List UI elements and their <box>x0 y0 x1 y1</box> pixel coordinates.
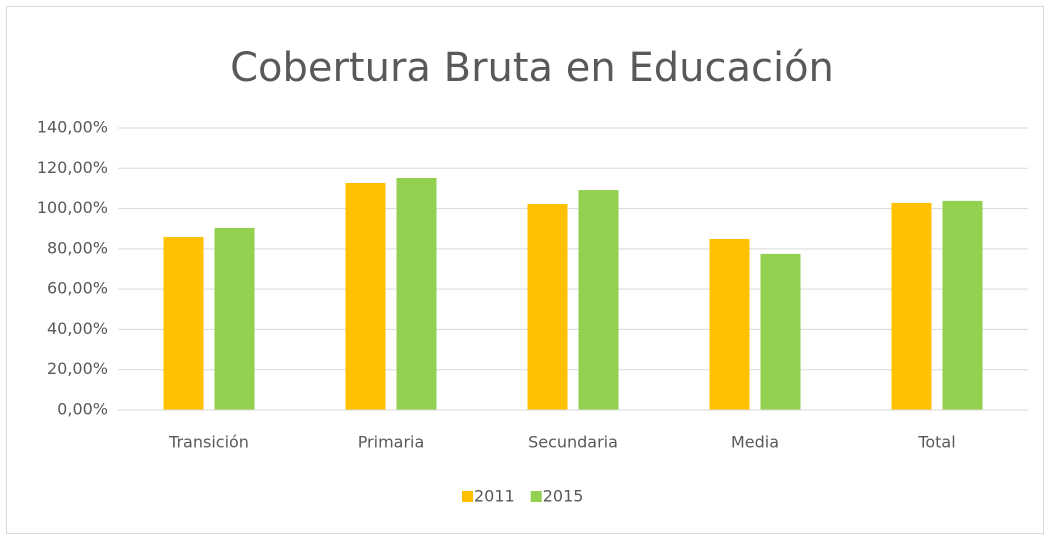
bar <box>942 200 983 410</box>
x-tick-label: Media <box>731 433 779 452</box>
y-tick-label: 20,00% <box>47 359 108 378</box>
legend-label: 2015 <box>543 487 584 506</box>
bar <box>709 238 750 410</box>
x-tick-label: Secundaria <box>528 433 618 452</box>
y-tick-label: 60,00% <box>47 279 108 298</box>
bar <box>527 203 568 410</box>
x-tick-label: Total <box>917 433 955 452</box>
bar <box>214 227 255 410</box>
y-tick-label: 100,00% <box>37 198 108 217</box>
bar <box>345 182 386 410</box>
y-tick-label: 40,00% <box>47 319 108 338</box>
bar <box>891 202 932 410</box>
chart-title: Cobertura Bruta en Educación <box>230 45 834 91</box>
legend-label: 2011 <box>474 487 515 506</box>
x-tick-label: Primaria <box>358 433 425 452</box>
y-tick-label: 80,00% <box>47 238 108 257</box>
y-tick-label: 0,00% <box>57 400 108 419</box>
bar <box>760 253 801 410</box>
y-tick-label: 120,00% <box>37 158 108 177</box>
bar <box>163 236 204 410</box>
bar <box>396 177 437 410</box>
bar <box>578 190 619 410</box>
x-tick-label: Transición <box>168 433 249 452</box>
y-tick-label: 140,00% <box>37 118 108 137</box>
legend-swatch <box>530 491 542 502</box>
legend-swatch <box>462 491 473 502</box>
